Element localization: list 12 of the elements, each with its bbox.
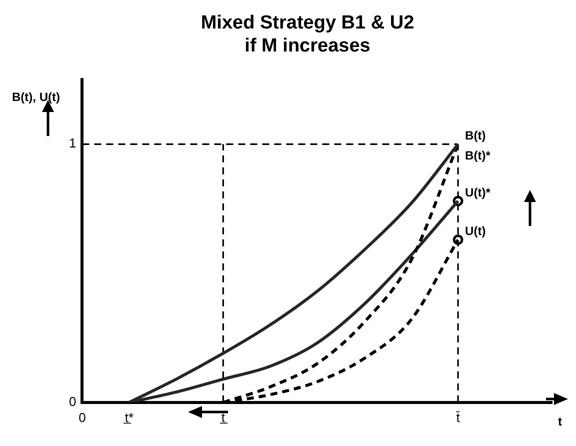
chart-title: Mixed Strategy B1 & U2 if M increases [200, 12, 414, 56]
x-tick-label: t̲* [123, 410, 134, 425]
series-label: B(t) [465, 128, 486, 142]
y-tick-label: 1 [68, 136, 76, 151]
x-tick-label: t̄ [456, 410, 460, 425]
series-label: B(t)* [465, 148, 491, 162]
x-tick-label: t̲ [220, 410, 228, 425]
x-tick-label: 0 [78, 410, 86, 425]
series-label: U(t) [465, 224, 486, 238]
y-axis-title: B(t), U(t) [12, 90, 60, 104]
x-axis-title: t [558, 414, 562, 429]
series-label: U(t)* [465, 185, 491, 200]
